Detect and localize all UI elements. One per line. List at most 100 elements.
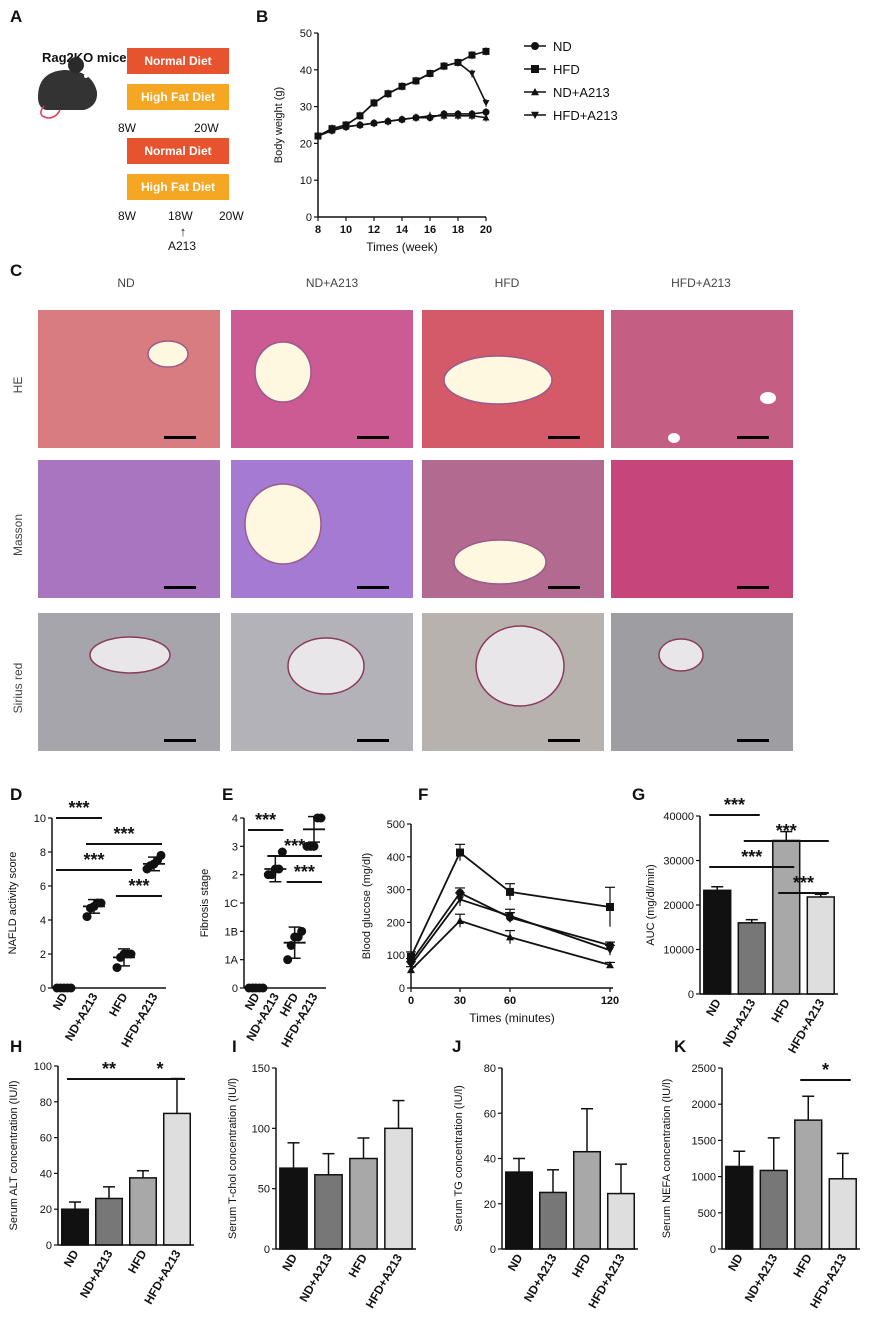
chart-b-ylabel: Body weight (g)	[273, 87, 285, 163]
chart-d-significance-label: ***	[83, 850, 104, 870]
histology-vessel-r3-c3	[475, 625, 565, 707]
chart-d-ytick-label: 4	[40, 915, 46, 927]
chart-b-point	[356, 121, 364, 128]
histology-image-r2-c4	[611, 460, 793, 598]
chart-b-point	[454, 59, 462, 66]
chart-f-ytick-label: 400	[387, 852, 405, 864]
chart-i-category-label: HFD+A213	[363, 1251, 405, 1311]
chart-b-xtick-label: 20	[480, 224, 492, 236]
histology-vessel-r1-c2	[254, 341, 312, 403]
chart-b-point	[482, 108, 490, 116]
chart-f-ytick-label: 500	[387, 819, 405, 831]
chart-i-bar	[279, 1167, 308, 1250]
chart-d-significance-label: ***	[128, 876, 149, 896]
histology-vessel-r1-c1	[147, 340, 189, 368]
chart-e-ytick-label: 1B	[225, 926, 238, 938]
chart-h-bar	[128, 1177, 158, 1246]
chart-b-ytick-label: 30	[300, 102, 312, 114]
chart-f-series-line-4	[410, 898, 611, 966]
chart-k-category-label: HFD	[790, 1251, 815, 1280]
scale-bar-r1-c2	[357, 436, 389, 439]
histology-vessel-r3-c2	[287, 637, 365, 695]
treatment-label: A213	[168, 239, 196, 253]
chart-f-point	[506, 887, 514, 896]
chart-j-ytick-label: 20	[484, 1199, 496, 1211]
chart-g-significance-label: ***	[741, 847, 762, 867]
chart-b-point	[412, 114, 420, 121]
chart-b-point	[412, 78, 420, 85]
chart-g-significance-label: ***	[793, 873, 814, 893]
histology-column-1: ND	[117, 276, 135, 290]
chart-e-point	[316, 813, 326, 823]
timeline2-mid: 18W	[168, 209, 193, 223]
chart-j-ytick-label: 0	[490, 1244, 496, 1256]
chart-e-significance-label: ***	[284, 836, 305, 856]
chart-b-point	[370, 119, 378, 126]
histology-row-2: Masson	[11, 514, 25, 556]
chart-b-xtick-label: 10	[340, 224, 352, 236]
chart-b-point	[482, 114, 490, 121]
chart-i-category-label: HFD	[346, 1251, 371, 1280]
chart-e-point	[283, 955, 293, 965]
chart-b-xtick-label: 14	[396, 224, 409, 236]
chart-j-ytick-label: 40	[484, 1154, 496, 1166]
chart-g-ytick-label: 20000	[663, 900, 694, 912]
chart-g-bar	[772, 839, 801, 995]
chart-k-category-label: ND	[725, 1251, 746, 1273]
scale-bar-r3-c2	[357, 739, 389, 742]
histology-image-r3-c4	[611, 613, 793, 751]
chart-f-xtick-label: 120	[601, 995, 619, 1007]
histology-image-r1-c4	[611, 310, 793, 448]
chart-h-category-label: HFD	[125, 1247, 150, 1276]
chart-k-bar	[759, 1169, 788, 1250]
chart-e-ytick-label: 4	[232, 813, 238, 825]
chart-d-point	[156, 850, 166, 860]
chart-f-series-line-1	[410, 891, 611, 963]
chart-e-significance-label: ***	[294, 862, 315, 882]
chart-d-point	[96, 898, 106, 908]
chart-f-series-line-3	[410, 919, 611, 971]
chart-f-point	[456, 896, 464, 904]
diet-label-4: High Fat Diet	[141, 180, 215, 194]
chart-i-bar	[314, 1174, 343, 1250]
chart-i-ytick-label: 0	[264, 1244, 270, 1256]
histology-vessel-r1-c3	[443, 355, 553, 405]
chart-b-point	[370, 100, 378, 107]
mouse-body	[38, 70, 98, 110]
chart-f-ytick-label: 0	[399, 983, 405, 995]
panel-a-title: Rag2KO mice♂	[42, 50, 136, 65]
chart-b-legend-label: HFD	[553, 62, 580, 77]
chart-b-point	[482, 100, 490, 107]
chart-f-point	[506, 912, 514, 920]
chart-j-bar	[606, 1192, 636, 1250]
chart-f-ytick-label: 100	[387, 950, 405, 962]
diet-box-1	[127, 48, 229, 74]
chart-b-legend-label: ND+A213	[553, 85, 610, 100]
chart-d-significance-label: ***	[68, 798, 89, 818]
chart-f-point	[606, 902, 614, 911]
chart-g-bar	[806, 896, 835, 995]
chart-b-legend-label: HFD+A213	[553, 108, 618, 123]
chart-g-bar	[737, 922, 766, 995]
chart-i-ytick-label: 150	[252, 1063, 270, 1075]
chart-g-ytick-label: 10000	[663, 945, 694, 957]
chart-g-ylabel: AUC (mg/dl/min)	[645, 864, 657, 945]
histology-image-r2-c1	[38, 460, 220, 598]
diet-label-1: Normal Diet	[144, 54, 211, 68]
chart-b-point	[398, 115, 406, 123]
chart-b-ytick-label: 10	[300, 175, 312, 187]
chart-b-point	[342, 122, 350, 129]
diet-box-3	[127, 138, 229, 164]
chart-k-significance-label: *	[822, 1060, 829, 1080]
chart-f-ytick-label: 200	[387, 917, 405, 929]
chart-b-xtick-label: 12	[368, 224, 380, 236]
chart-h-ylabel: Serum ALT concentration (IU/l)	[8, 1081, 20, 1231]
chart-k-ytick-label: 1500	[692, 1135, 716, 1147]
chart-b-legend-marker	[531, 88, 539, 96]
chart-j-bar	[538, 1191, 568, 1250]
panel-letter-k: K	[674, 1037, 687, 1056]
histology-vessel-r3-c1	[89, 636, 171, 674]
chart-d-ytick-label: 10	[34, 813, 46, 825]
chart-d-ytick-label: 2	[40, 949, 46, 961]
chart-g-category-label: ND+A213	[720, 996, 759, 1049]
